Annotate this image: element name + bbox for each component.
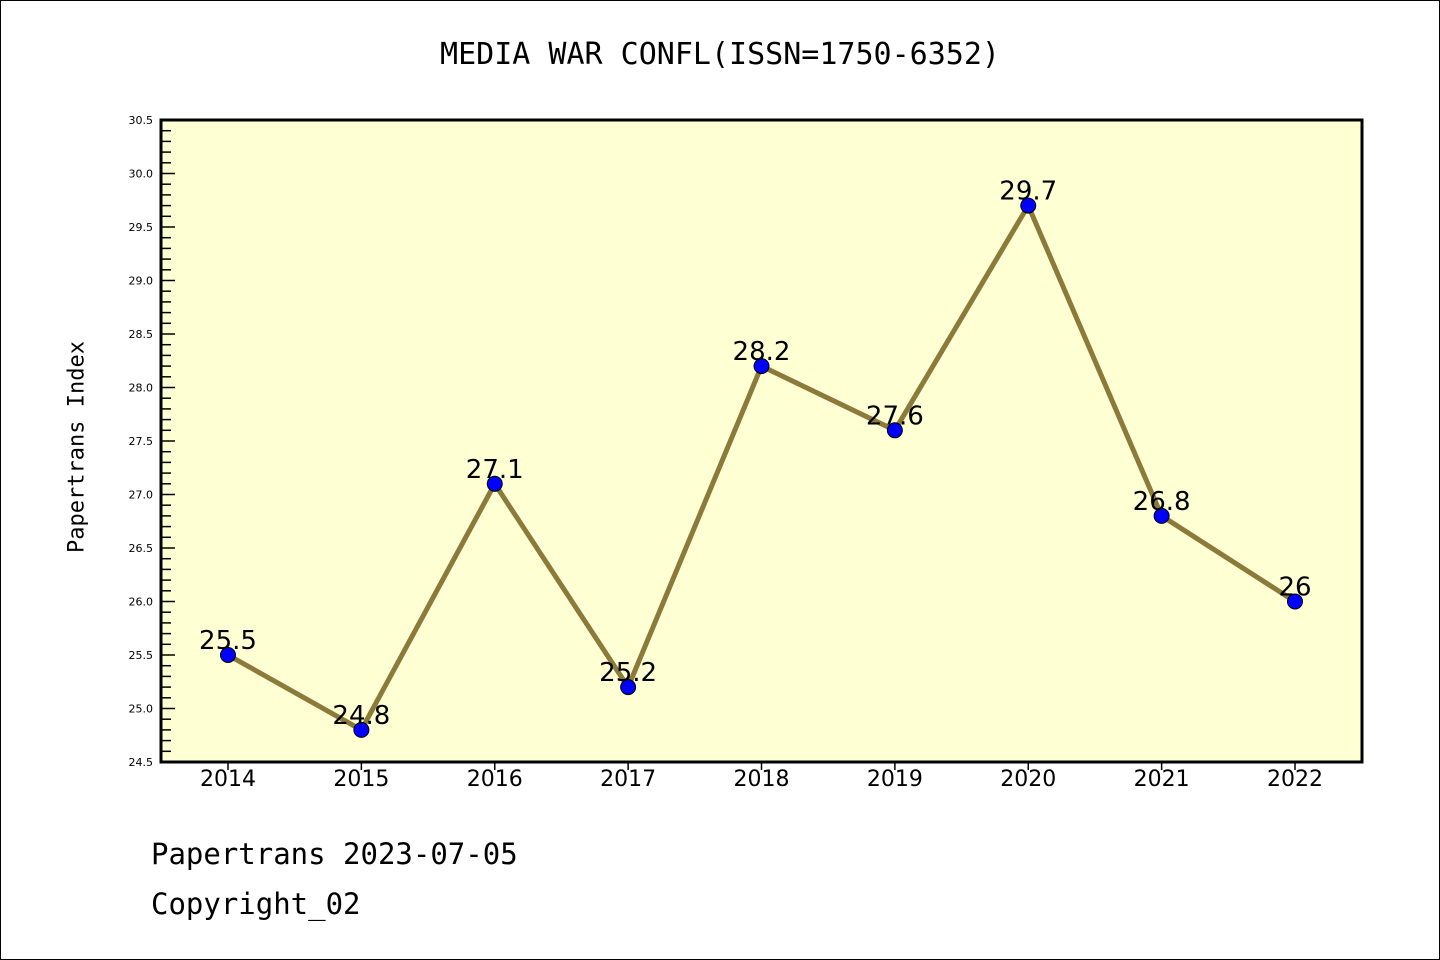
x-tick-label: 2014 bbox=[200, 767, 256, 792]
y-tick-label: 26.5 bbox=[129, 542, 154, 555]
y-tick-label: 25.5 bbox=[129, 649, 154, 662]
data-point bbox=[886, 422, 903, 439]
data-point bbox=[1020, 197, 1037, 214]
x-tick-label: 2022 bbox=[1267, 767, 1323, 792]
data-label: 27.6 bbox=[866, 401, 924, 431]
data-label: 24.8 bbox=[332, 701, 390, 731]
y-tick-label: 30.5 bbox=[129, 114, 154, 127]
footer-copyright: Copyright_02 bbox=[151, 887, 361, 921]
data-point bbox=[486, 475, 503, 492]
data-label: 27.1 bbox=[466, 455, 524, 485]
data-point bbox=[1153, 507, 1170, 524]
y-tick-label: 25.0 bbox=[129, 703, 154, 716]
y-tick-label: 27.0 bbox=[129, 489, 154, 502]
y-tick-label: 24.5 bbox=[129, 756, 154, 769]
y-tick-label: 30.0 bbox=[129, 168, 154, 181]
y-tick-label: 29.5 bbox=[129, 221, 154, 234]
data-point bbox=[353, 721, 370, 738]
data-point bbox=[753, 358, 770, 375]
chart-title: MEDIA WAR CONFL(ISSN=1750-6352) bbox=[440, 37, 1000, 72]
x-tick-label: 2021 bbox=[1134, 767, 1190, 792]
footer-date: Papertrans 2023-07-05 bbox=[151, 837, 518, 871]
x-tick-label: 2020 bbox=[1000, 767, 1056, 792]
y-tick-label: 28.5 bbox=[129, 328, 154, 341]
data-point bbox=[220, 647, 236, 663]
data-label: 26 bbox=[1278, 573, 1311, 603]
x-tick-label: 2019 bbox=[867, 767, 923, 792]
y-tick-label: 28.0 bbox=[129, 382, 154, 395]
data-label: 26.8 bbox=[1133, 487, 1191, 517]
data-label: 29.7 bbox=[999, 177, 1057, 207]
data-label: 28.2 bbox=[733, 337, 791, 367]
plot-area bbox=[161, 120, 1362, 762]
data-point bbox=[1287, 593, 1303, 610]
data-point bbox=[620, 679, 637, 696]
y-tick-label: 27.5 bbox=[129, 435, 154, 448]
y-tick-label: 29.0 bbox=[129, 275, 154, 288]
y-tick-label: 26.0 bbox=[129, 596, 154, 609]
data-label: 25.5 bbox=[199, 626, 257, 656]
x-tick-label: 2017 bbox=[600, 767, 656, 792]
x-tick-label: 2018 bbox=[734, 767, 790, 792]
x-tick-label: 2015 bbox=[333, 767, 389, 792]
plot-border bbox=[159, 118, 1364, 764]
x-tick-label: 2016 bbox=[467, 767, 523, 792]
data-label: 25.2 bbox=[599, 658, 657, 688]
